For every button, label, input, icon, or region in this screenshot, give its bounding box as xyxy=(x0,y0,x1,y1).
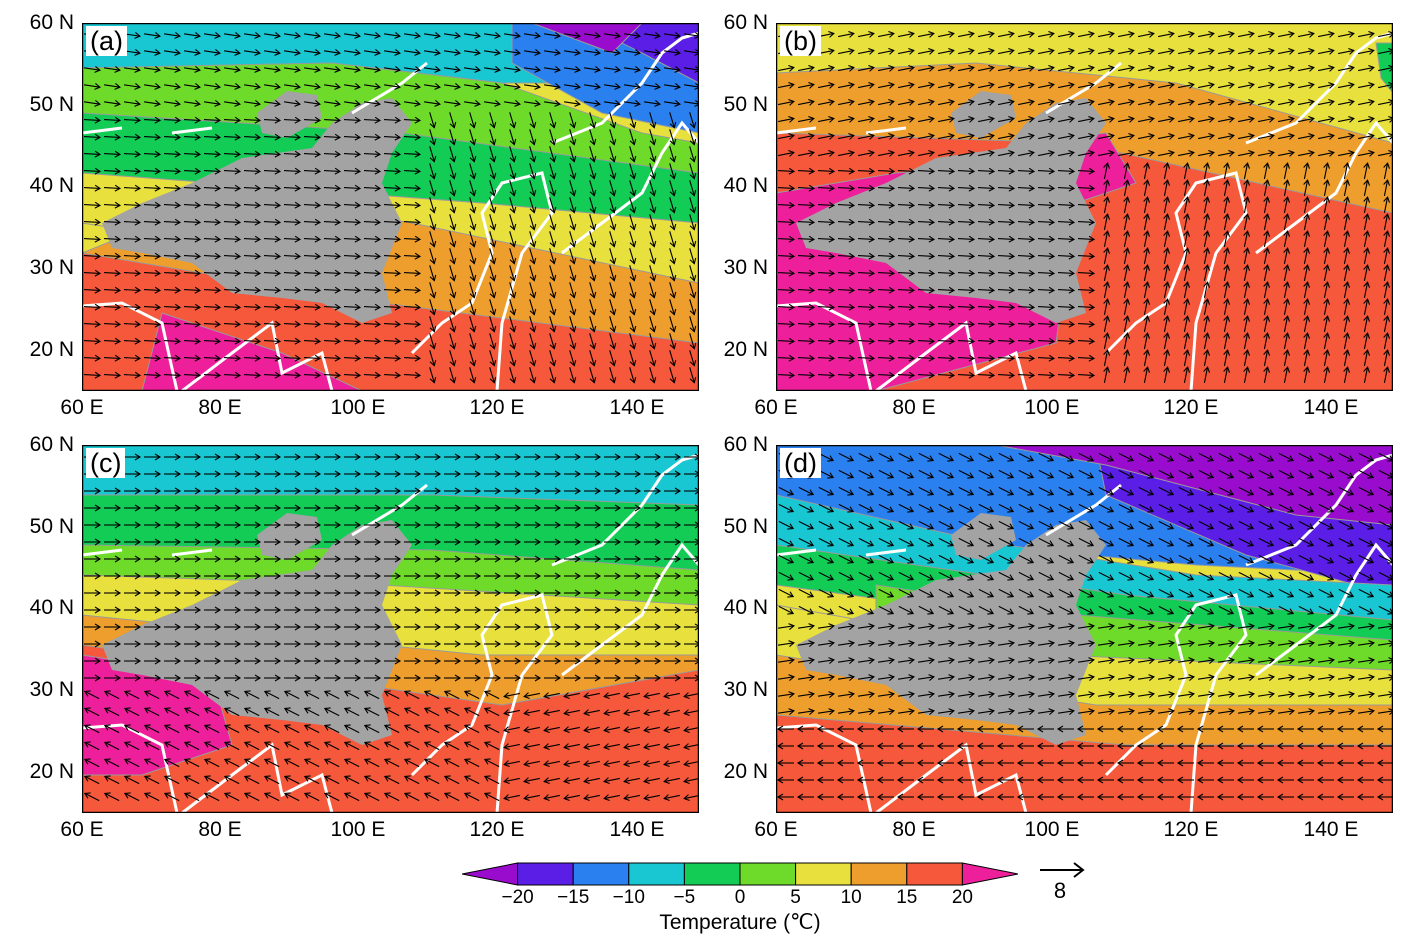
colorbar-tick-label: 5 xyxy=(790,887,801,908)
latitude-tick-label: 50 N xyxy=(723,515,768,538)
longitude-tick-label: 100 E xyxy=(330,396,386,419)
longitude-tick-label: 60 E xyxy=(754,818,798,841)
temperature-field-map xyxy=(82,23,699,391)
latitude-tick-label: 50 N xyxy=(723,93,768,116)
latitude-tick-label: 30 N xyxy=(29,256,74,279)
panel-label: (b) xyxy=(780,26,821,56)
map-panel: (a) xyxy=(82,23,699,391)
wind-vectors xyxy=(83,453,699,802)
latitude-tick-label: 40 N xyxy=(29,596,74,619)
map-panel: (b) xyxy=(776,23,1393,391)
latitude-tick-label: 60 N xyxy=(29,433,74,456)
colorbar-swatch xyxy=(961,862,1018,886)
terrain-mask xyxy=(796,520,1106,745)
longitude-tick-label: 140 E xyxy=(609,396,665,419)
temperature-colorbar xyxy=(462,862,1018,886)
reference-vector-label: 8 xyxy=(1054,878,1066,902)
longitude-tick-label: 140 E xyxy=(1303,818,1359,841)
latitude-tick-label: 30 N xyxy=(723,678,768,701)
temperature-field-map xyxy=(82,445,699,813)
latitude-tick-label: 60 N xyxy=(723,433,768,456)
wind-vectors xyxy=(83,32,699,384)
latitude-tick-label: 60 N xyxy=(29,11,74,34)
colorbar-swatch xyxy=(628,862,685,886)
colorbar-tick-label: −20 xyxy=(501,887,534,908)
temperature-field-map xyxy=(776,445,1393,813)
longitude-tick-label: 100 E xyxy=(330,818,386,841)
latitude-tick-label: 50 N xyxy=(29,93,74,116)
latitude-tick-label: 20 N xyxy=(723,338,768,361)
colorbar-tick-label: 0 xyxy=(734,887,746,908)
colorbar-swatch xyxy=(795,862,852,886)
longitude-tick-label: 120 E xyxy=(469,818,525,841)
latitude-tick-label: 30 N xyxy=(29,678,74,701)
colorbar-swatch xyxy=(906,862,963,886)
terrain-mask xyxy=(796,98,1106,323)
colorbar-swatch xyxy=(850,862,908,886)
longitude-tick-label: 80 E xyxy=(892,818,936,841)
reference-vector: 8 xyxy=(1040,862,1085,902)
colorbar-tick-label: 20 xyxy=(951,887,973,908)
coastline xyxy=(82,31,699,391)
temperature-band xyxy=(776,544,1393,646)
map-panel: (d) xyxy=(776,445,1393,813)
colorbar-tick-label: −10 xyxy=(612,887,645,908)
colorbar-tick-label: −15 xyxy=(557,887,590,908)
longitude-tick-label: 120 E xyxy=(1163,818,1219,841)
latitude-tick-label: 40 N xyxy=(723,596,768,619)
latitude-tick-label: 50 N xyxy=(29,515,74,538)
wind-vectors xyxy=(776,452,1393,801)
temperature-field-map xyxy=(776,23,1393,391)
latitude-tick-label: 20 N xyxy=(723,760,768,783)
longitude-tick-label: 100 E xyxy=(1024,396,1080,419)
coastline xyxy=(82,453,699,813)
panel-label: (c) xyxy=(86,448,126,478)
longitude-tick-label: 140 E xyxy=(1303,396,1359,419)
colorbar-tick-label: 10 xyxy=(840,887,862,908)
temperature-band xyxy=(1375,42,1393,94)
longitude-tick-label: 80 E xyxy=(198,396,242,419)
colorbar-swatch xyxy=(517,862,574,886)
colorbar-tick-label: 15 xyxy=(896,887,918,908)
longitude-tick-label: 120 E xyxy=(469,396,525,419)
colorbar-swatch xyxy=(572,862,630,886)
latitude-tick-label: 40 N xyxy=(29,174,74,197)
longitude-tick-label: 60 E xyxy=(754,396,798,419)
longitude-tick-label: 140 E xyxy=(609,818,665,841)
temperature-band xyxy=(531,23,643,54)
colorbar-swatch xyxy=(683,862,741,886)
terrain-mask xyxy=(951,513,1016,560)
longitude-tick-label: 80 E xyxy=(198,818,242,841)
latitude-tick-label: 20 N xyxy=(29,338,74,361)
colorbar-swatch xyxy=(462,862,519,886)
longitude-tick-label: 100 E xyxy=(1024,818,1080,841)
panel-label: (d) xyxy=(780,448,821,478)
coastline xyxy=(776,453,1393,813)
longitude-tick-label: 80 E xyxy=(892,396,936,419)
colorbar-tick-label: −5 xyxy=(673,887,696,908)
latitude-tick-label: 20 N xyxy=(29,760,74,783)
latitude-tick-label: 60 N xyxy=(723,11,768,34)
temperature-band xyxy=(995,445,1393,526)
colorbar-swatch xyxy=(739,862,797,886)
panel-label: (a) xyxy=(86,26,127,56)
latitude-tick-label: 30 N xyxy=(723,256,768,279)
longitude-tick-label: 120 E xyxy=(1163,396,1219,419)
longitude-tick-label: 60 E xyxy=(60,396,104,419)
map-panel: (c) xyxy=(82,445,699,813)
temperature-band xyxy=(141,312,363,391)
longitude-tick-label: 60 E xyxy=(60,818,104,841)
colorbar-title: Temperature (℃) xyxy=(659,911,821,934)
latitude-tick-label: 40 N xyxy=(723,174,768,197)
